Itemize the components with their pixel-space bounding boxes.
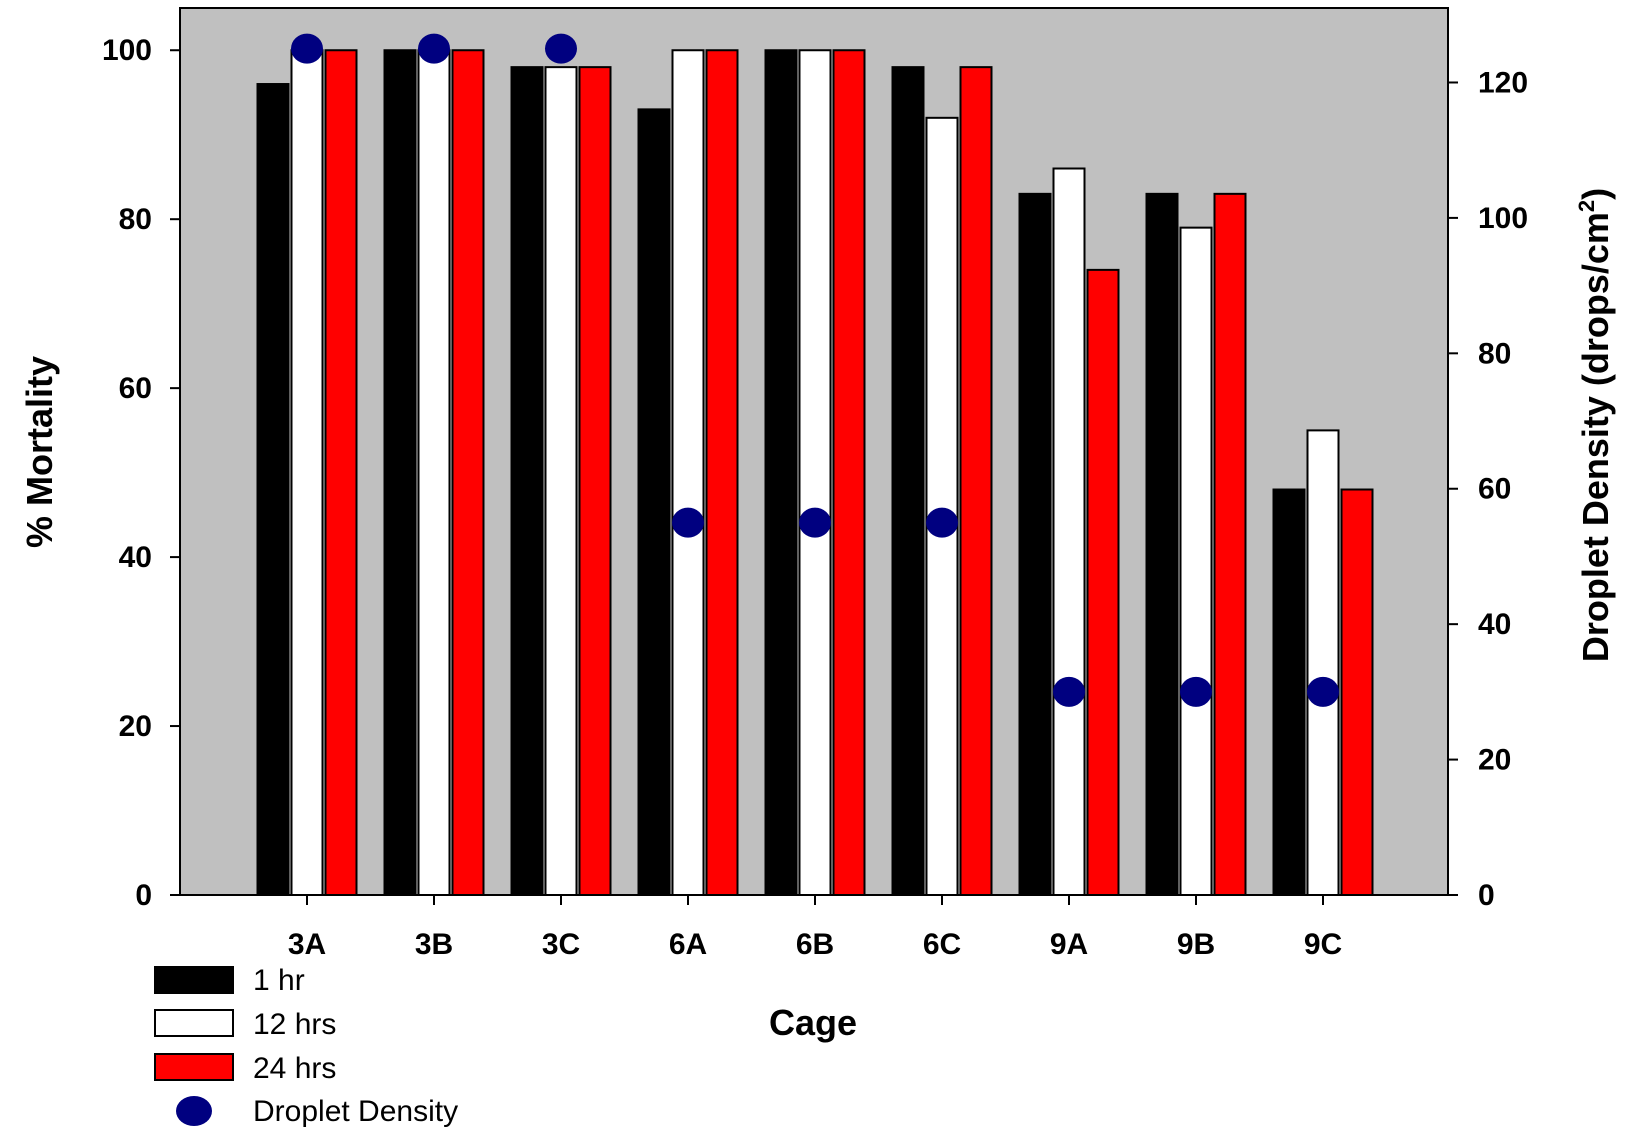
bar-3B-24hrs [451, 49, 485, 896]
droplet-point-6A [672, 507, 704, 538]
bar-6A-24hrs [705, 49, 739, 896]
left-axis: 0 20 40 60 80 100 [102, 34, 180, 912]
y-tick-label-60: 60 [119, 372, 152, 405]
bar-6A-12hrs [671, 49, 705, 896]
bar-6C-24hrs [959, 66, 993, 896]
x-tick-label-6B: 6B [796, 928, 834, 961]
x-tick-label-9B: 9B [1177, 928, 1215, 961]
bar-9A-1hr [1018, 192, 1052, 897]
legend-droplet-marker [176, 1096, 212, 1126]
bar-3B-12hrs [417, 49, 451, 896]
y-right-tick-label-100: 100 [1478, 202, 1528, 235]
droplet-point-6B [799, 507, 831, 538]
y-right-tick-label-60: 60 [1478, 473, 1511, 506]
bar-3A-24hrs [324, 49, 358, 896]
x-tick-label-6A: 6A [669, 928, 707, 961]
droplet-point-3A [291, 33, 323, 64]
y-tick-label-100: 100 [102, 34, 152, 67]
droplet-density-points [291, 33, 1339, 707]
bar-6A-1hr [637, 108, 671, 897]
x-tick-label-3A: 3A [288, 928, 326, 961]
bar-3C-24hrs [578, 66, 612, 896]
bar-9A-12hrs [1052, 167, 1086, 896]
legend-swatch-1hr [154, 966, 234, 994]
y-right-tick-label-20: 20 [1478, 744, 1511, 777]
x-tick-label-3B: 3B [415, 928, 453, 961]
y-tick-label-0: 0 [135, 879, 152, 912]
y-right-tick-label-40: 40 [1478, 608, 1511, 641]
droplet-point-3C [545, 33, 577, 64]
bar-3B-1hr [383, 49, 417, 896]
droplet-point-9B [1180, 676, 1212, 707]
x-tick-label-3C: 3C [542, 928, 580, 961]
y-right-tick-label-120: 120 [1478, 66, 1528, 99]
legend-label-12hrs: 12 hrs [253, 1008, 336, 1041]
bar-6B-12hrs [798, 49, 832, 896]
bar-9C-12hrs [1306, 429, 1340, 896]
legend-label-24hrs: 24 hrs [253, 1052, 336, 1085]
y-right-tick-label-0: 0 [1478, 879, 1495, 912]
x-tick-label-9C: 9C [1304, 928, 1342, 961]
droplet-point-9C [1307, 676, 1339, 707]
droplet-point-6C [926, 507, 958, 538]
y-axis-right-title: Droplet Density (drops/cm2) [1574, 188, 1616, 662]
bar-6B-24hrs [832, 49, 866, 896]
legend-swatch-12hrs [154, 1009, 234, 1037]
bar-6C-12hrs [925, 116, 959, 897]
y-axis-right-title-main: Droplet Density (drops/cm [1575, 212, 1616, 662]
legend-label-1hr: 1 hr [253, 964, 305, 997]
x-axis-title: Cage [769, 1002, 857, 1043]
y-axis-right-title-close: ) [1575, 188, 1616, 200]
bar-9C-1hr [1272, 488, 1306, 896]
y-tick-label-20: 20 [119, 710, 152, 743]
y-axis-title: % Mortality [19, 356, 60, 548]
droplet-point-3B [418, 33, 450, 64]
y-tick-label-40: 40 [119, 541, 152, 574]
bar-9A-24hrs [1086, 268, 1120, 896]
bar-9C-24hrs [1340, 488, 1374, 896]
bar-3A-1hr [256, 83, 290, 897]
right-axis: 0 20 40 60 80 100 120 [1448, 66, 1528, 912]
x-tick-label-9A: 9A [1050, 928, 1088, 961]
y-right-tick-label-80: 80 [1478, 337, 1511, 370]
bar-3A-12hrs [290, 49, 324, 896]
bar-series-group [256, 49, 1374, 897]
bar-6C-1hr [891, 66, 925, 896]
bar-6B-1hr [764, 49, 798, 896]
bar-9B-1hr [1145, 192, 1179, 897]
bar-9B-12hrs [1179, 226, 1213, 896]
bar-3C-12hrs [544, 66, 578, 896]
y-axis-right-title-sup: 2 [1574, 200, 1599, 212]
y-tick-label-80: 80 [119, 203, 152, 236]
bar-9B-24hrs [1213, 192, 1247, 897]
x-tick-label-6C: 6C [923, 928, 961, 961]
droplet-point-9A [1053, 676, 1085, 707]
legend: 1 hr 12 hrs 24 hrs Droplet Density [154, 964, 458, 1128]
legend-swatch-24hrs [154, 1053, 234, 1081]
x-axis: 3A 3B 3C 6A 6B 6C 9A 9B 9C [288, 895, 1342, 961]
legend-label-droplet-density: Droplet Density [253, 1095, 458, 1128]
bar-3C-1hr [510, 66, 544, 896]
